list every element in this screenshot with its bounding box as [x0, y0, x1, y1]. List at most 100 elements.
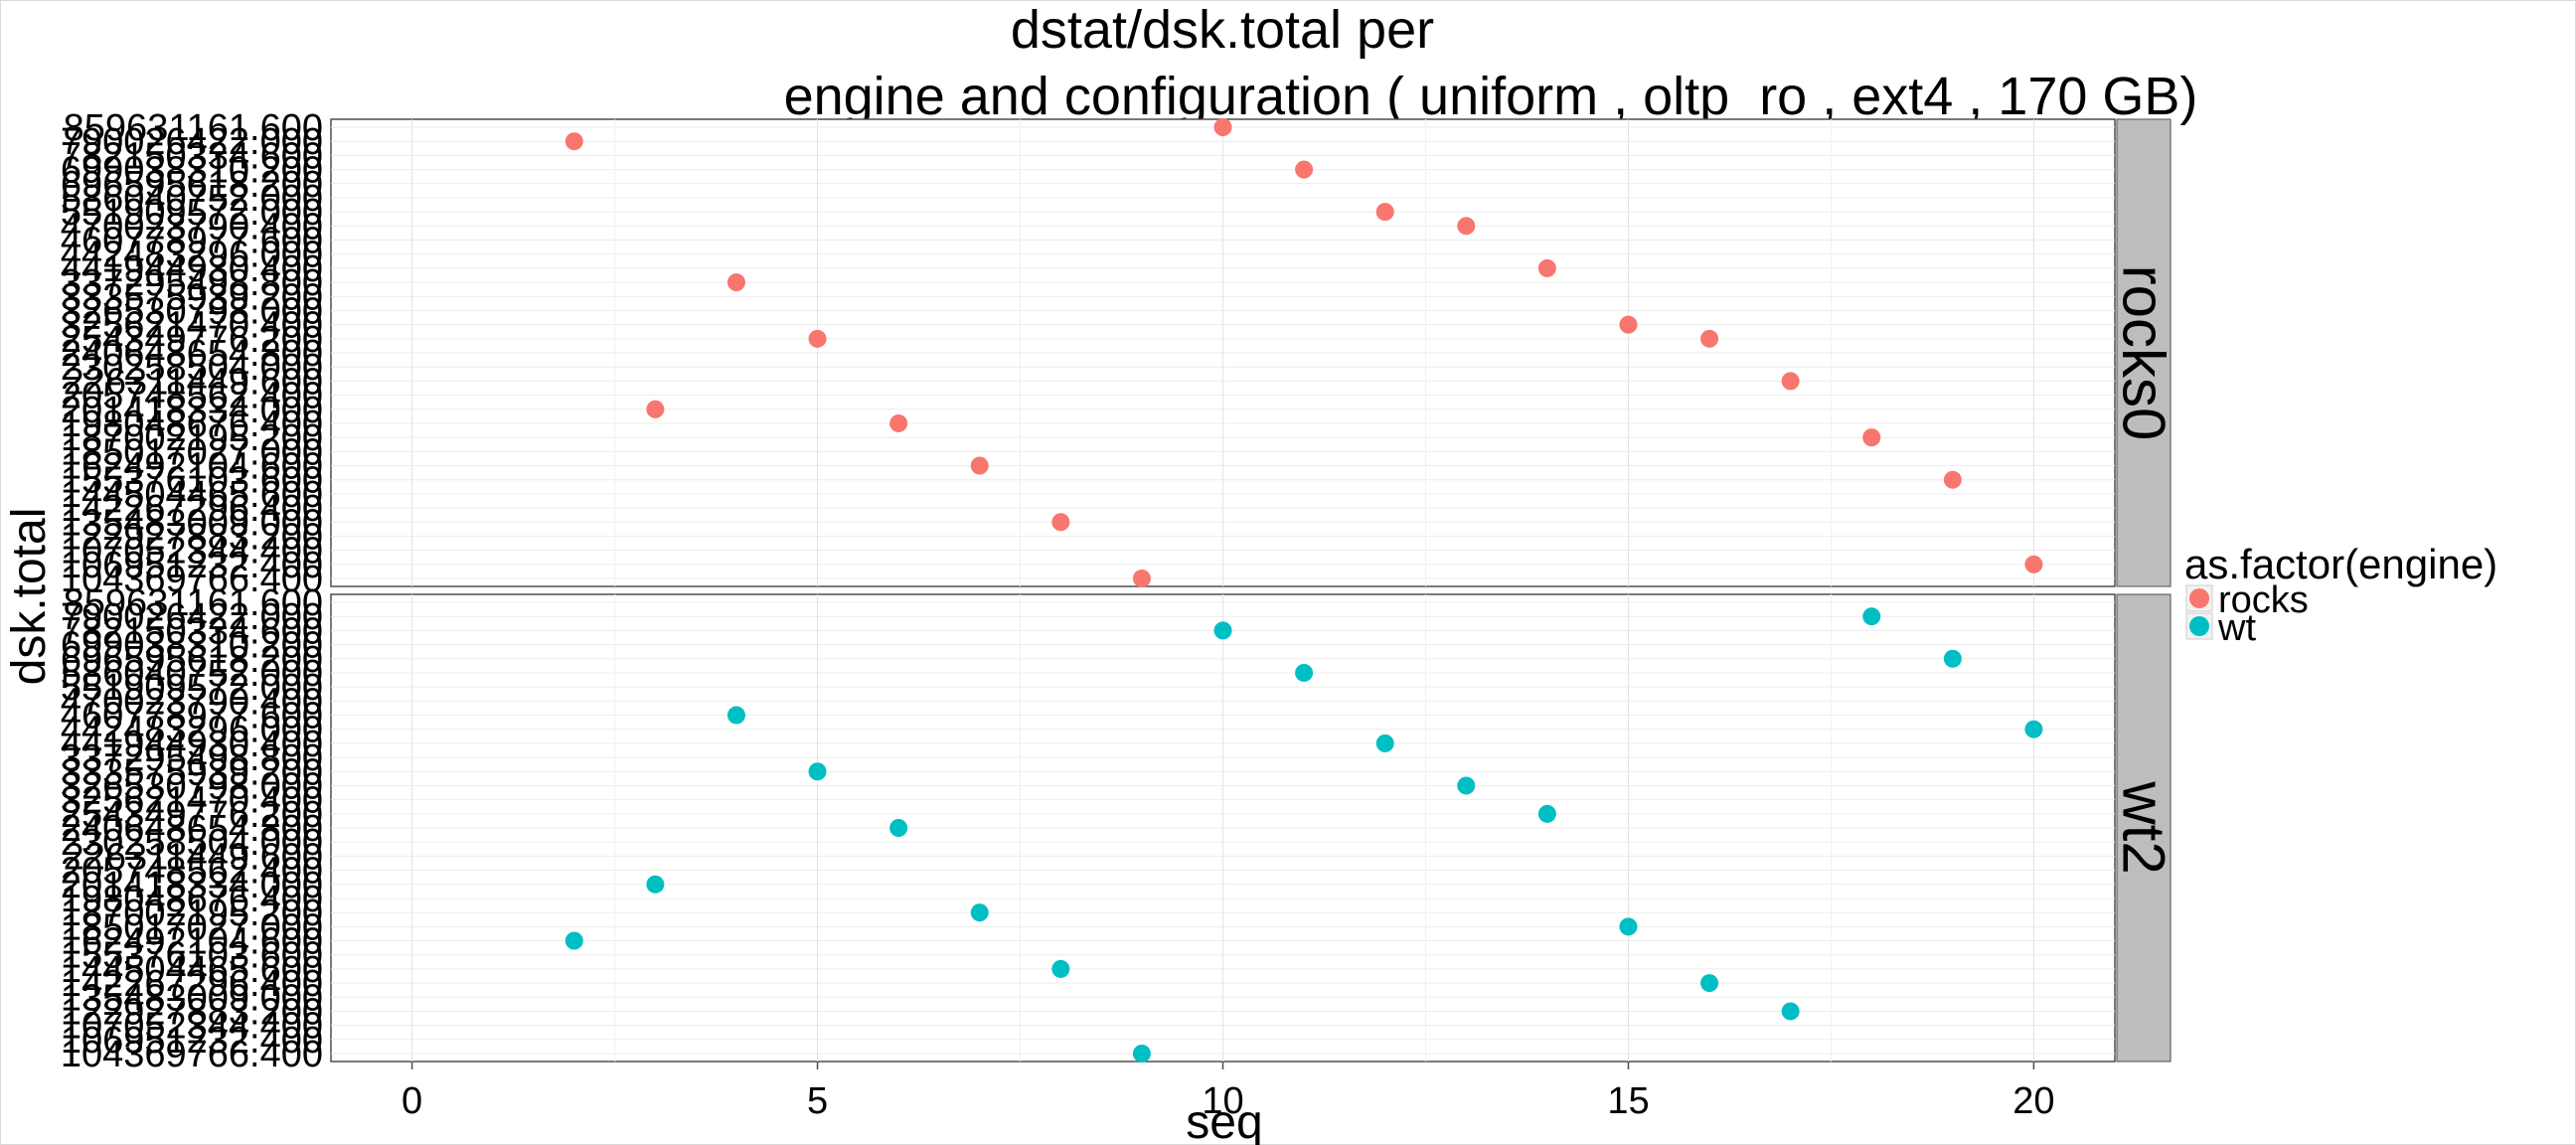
y-tick-label: 106951232.400	[61, 1020, 323, 1062]
data-point-wt2-seq-3	[646, 875, 665, 894]
y-tick-label: 551909572.000	[61, 667, 323, 709]
y-tick-label: 198048676.400	[61, 879, 323, 920]
y-tick-label: 240648654.800	[61, 808, 323, 850]
y-tick-label: 187002195.200	[61, 893, 323, 934]
chart-title-line2: engine and configuration ( uniform , olt…	[784, 67, 2198, 126]
y-tick-label: 790026422.000	[61, 121, 323, 163]
data-point-rocks0-seq-11	[1295, 160, 1314, 179]
data-point-wt2-seq-13	[1457, 776, 1476, 795]
data-point-rocks0-seq-14	[1537, 258, 1556, 277]
y-tick-label: 441944930.400	[61, 724, 323, 765]
data-point-rocks0-seq-2	[564, 132, 583, 151]
strip-wt2	[2116, 593, 2172, 1063]
y-tick-label: 205748562.400	[61, 851, 323, 893]
y-tick-label: 107052344.400	[61, 531, 323, 572]
data-point-wt2-seq-8	[1051, 959, 1070, 978]
y-tick-label: 326530798.000	[61, 765, 323, 807]
y-tick-label: 155376103.600	[61, 935, 323, 977]
panel-wt2: 104369766.400106951232.400107052344.4001…	[61, 582, 2177, 1075]
data-point-wt2-seq-18	[1862, 607, 1881, 626]
data-point-wt2-seq-10	[1213, 621, 1232, 640]
data-point-rocks0-seq-4	[726, 273, 745, 292]
data-point-wt2-seq-14	[1537, 804, 1556, 823]
y-tick-label: 185017027.000	[61, 431, 323, 473]
y-tick-label: 201418334.000	[61, 390, 323, 431]
y-tick-label: 201418334.000	[61, 865, 323, 906]
data-point-rocks0-seq-12	[1375, 203, 1394, 222]
x-tick-label: 0	[402, 1080, 422, 1122]
data-point-rocks0-seq-20	[2024, 555, 2043, 573]
panels: 104369766.400106951232.400107052344.4001…	[61, 107, 2177, 1075]
y-tick-label: 699038310.200	[61, 150, 323, 192]
y-tick-label: 859631161.600	[64, 582, 323, 624]
strip-rocks0	[2116, 118, 2172, 587]
legend-swatch-rocks	[2189, 588, 2209, 608]
y-tick-label: 790026422.000	[61, 596, 323, 638]
data-point-rocks0-seq-15	[1619, 315, 1638, 334]
y-tick-label: 135483009.000	[61, 977, 323, 1019]
y-tick-label: 325621470.400	[61, 780, 323, 822]
data-point-rocks0-seq-3	[646, 400, 665, 418]
y-tick-label: 586040752.000	[61, 178, 323, 220]
y-tick-label: 205748562.400	[61, 376, 323, 417]
y-tick-label: 144504465.600	[61, 474, 323, 516]
y-tick-label: 185017027.000	[61, 906, 323, 948]
y-tick-label: 142267296.400	[61, 963, 323, 1005]
x-tick-label: 20	[2012, 1080, 2054, 1122]
y-tick-label: 104369766.400	[61, 559, 323, 600]
data-point-wt2-seq-17	[1781, 1002, 1800, 1021]
data-point-wt2-seq-11	[1295, 663, 1314, 682]
y-axis-title: dsk.total	[3, 508, 56, 686]
y-tick-label: 122927883.200	[61, 516, 323, 558]
y-tick-label: 106951232.400	[61, 545, 323, 586]
strip-label-rocks0: rocks0	[2111, 265, 2177, 441]
panel-rocks0: 104369766.400106951232.400107052344.4001…	[61, 107, 2177, 600]
y-tick-label: 859631161.600	[64, 107, 323, 149]
data-point-wt2-seq-9	[1132, 1045, 1151, 1063]
x-tick-label: 5	[807, 1080, 828, 1122]
legend-label-rocks: rocks	[2218, 579, 2309, 621]
x-tick-label: 15	[1607, 1080, 1649, 1122]
data-point-rocks0-seq-5	[808, 329, 827, 348]
data-point-wt2-seq-15	[1619, 917, 1638, 936]
data-point-rocks0-seq-16	[1700, 329, 1719, 348]
x-axis-title: seq	[1186, 1096, 1262, 1145]
y-tick-label: 586040752.000	[61, 653, 323, 695]
y-tick-label: 782150334.600	[61, 135, 323, 177]
y-tick-label: 230258504.000	[61, 347, 323, 389]
strip-label-wt2: wt2	[2111, 780, 2177, 874]
y-tick-label: 142267296.400	[61, 488, 323, 530]
chart-title-line1: dstat/dsk.total per	[1011, 0, 1434, 60]
y-tick-label: 441944930.400	[61, 248, 323, 290]
y-tick-label: 470023790.400	[61, 681, 323, 723]
data-point-rocks0-seq-6	[889, 413, 908, 432]
data-point-wt2-seq-4	[726, 706, 745, 725]
data-point-rocks0-seq-9	[1132, 570, 1151, 587]
y-tick-label: 104369766.400	[61, 1034, 323, 1075]
data-point-rocks0-seq-18	[1862, 428, 1881, 447]
y-tick-label: 460778977.600	[61, 696, 323, 737]
y-tick-label: 155376103.600	[61, 460, 323, 502]
x-axis: 0 5 10 15 20	[402, 1062, 2055, 1122]
y-tick-label: 326530798.000	[61, 290, 323, 332]
data-point-wt2-seq-12	[1375, 734, 1394, 752]
legend-label-wt: wt	[2217, 607, 2256, 649]
y-tick-label: 254349776.200	[61, 319, 323, 361]
y-tick-label: 337295498.800	[61, 737, 323, 779]
data-point-wt2-seq-7	[970, 903, 989, 922]
data-point-wt2-seq-19	[1943, 649, 1962, 668]
y-tick-label: 442483296.000	[61, 710, 323, 751]
y-tick-label: 699038310.200	[61, 625, 323, 667]
y-tick-label: 254349776.200	[61, 794, 323, 836]
data-point-wt2-seq-16	[1700, 974, 1719, 993]
y-tick-label: 122927883.200	[61, 991, 323, 1033]
legend-title: as.factor(engine)	[2184, 541, 2497, 587]
data-point-rocks0-seq-13	[1457, 217, 1476, 236]
data-point-wt2-seq-5	[808, 762, 827, 781]
data-point-wt2-seq-6	[889, 819, 908, 837]
y-tick-label: 333575939.200	[61, 276, 323, 318]
data-point-rocks0-seq-19	[1943, 470, 1962, 489]
y-tick-label: 470023790.400	[61, 206, 323, 247]
